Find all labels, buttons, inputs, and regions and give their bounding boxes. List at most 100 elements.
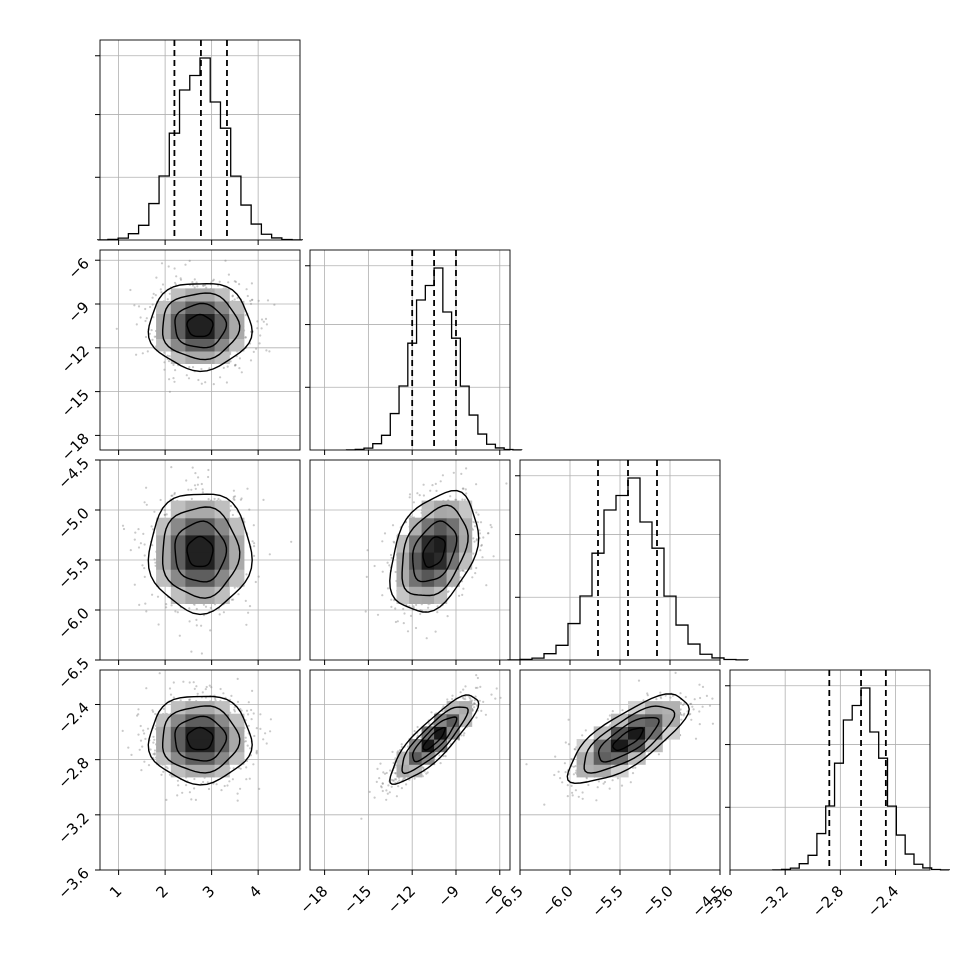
y-tick-label-1-4: −6 (64, 254, 92, 282)
scatter-point (416, 492, 419, 495)
panel-1-1 (305, 249, 523, 455)
x-tick-label-0-2: 3 (199, 882, 218, 901)
scatter-point (680, 718, 683, 721)
scatter-point (153, 752, 156, 755)
scatter-point (219, 376, 222, 379)
scatter-point (145, 503, 148, 506)
scatter-point (244, 599, 247, 603)
scatter-point (460, 472, 463, 475)
scatter-point (391, 750, 394, 754)
scatter-point (229, 504, 232, 508)
scatter-point (133, 538, 136, 541)
scatter-point (232, 495, 235, 498)
scatter-point (227, 273, 230, 276)
scatter-point (201, 488, 204, 491)
scatter-point (419, 612, 422, 616)
scatter-point (212, 383, 215, 386)
scatter-point (383, 772, 387, 775)
scatter-point (482, 700, 485, 704)
scatter-point (660, 697, 663, 700)
scatter-point (698, 723, 701, 726)
scatter-point (259, 713, 262, 716)
density-cell (576, 739, 595, 753)
scatter-point (664, 694, 667, 697)
scatter-point (152, 710, 155, 713)
density-cell (170, 313, 186, 327)
density-cell (156, 338, 172, 352)
scatter-point (188, 698, 192, 701)
density-cell (593, 751, 612, 765)
density-cell (421, 569, 435, 587)
scatter-point (215, 783, 218, 786)
scatter-point (505, 482, 508, 485)
scatter-point (225, 381, 228, 384)
scatter-point (480, 544, 483, 547)
scatter-point (151, 593, 154, 596)
scatter-point (165, 765, 168, 769)
scatter-point (250, 718, 253, 721)
scatter-point (173, 491, 176, 495)
scatter-point (581, 797, 584, 800)
y-tick-label-2-1: −6.0 (54, 604, 92, 642)
density-cell (156, 713, 172, 727)
scatter-point (671, 694, 675, 697)
scatter-point (245, 709, 249, 712)
scatter-point (273, 303, 276, 306)
scatter-point (137, 713, 140, 716)
scatter-point (152, 292, 155, 295)
scatter-point (213, 497, 216, 500)
scatter-point (230, 598, 233, 601)
scatter-point (214, 699, 217, 702)
scatter-point (382, 771, 385, 774)
scatter-point (464, 488, 467, 491)
density-cell (409, 751, 423, 765)
scatter-point (259, 727, 262, 731)
y-tick-label-3-2: −2.8 (54, 754, 92, 792)
scatter-point (145, 486, 148, 489)
contour-2-0-3 (147, 493, 253, 616)
scatter-point (415, 603, 418, 607)
scatter-point (137, 528, 140, 531)
density-cell (434, 726, 448, 740)
scatter-point (485, 584, 488, 587)
scatter-point (188, 259, 191, 262)
scatter-point (175, 275, 178, 278)
scatter-point (167, 360, 171, 363)
scatter-point (386, 561, 389, 564)
scatter-point (683, 702, 686, 705)
scatter-point (490, 693, 493, 696)
scatter-point (158, 672, 161, 675)
scatter-point (484, 713, 487, 716)
scatter-point (188, 366, 191, 369)
scatter-point (435, 489, 438, 492)
scatter-point (168, 773, 171, 776)
density-cell (214, 500, 230, 519)
scatter-point (525, 763, 528, 766)
scatter-point (200, 482, 203, 486)
scatter-point (360, 817, 363, 820)
scatter-point (246, 487, 249, 490)
scatter-point (461, 498, 464, 501)
scatter-point (144, 602, 147, 605)
scatter-point (255, 749, 258, 752)
scatter-point (256, 320, 259, 323)
scatter-point (233, 298, 236, 301)
scatter-point (193, 603, 196, 606)
density-cell (200, 764, 216, 778)
scatter-point (449, 495, 452, 498)
scatter-point (144, 737, 147, 741)
scatter-point (200, 382, 203, 385)
scatter-point (268, 553, 271, 556)
scatter-point (434, 630, 437, 633)
scatter-point (470, 699, 474, 702)
density-cell (185, 313, 201, 327)
scatter-point (257, 299, 260, 302)
scatter-point (236, 296, 239, 300)
density-cell (170, 338, 186, 352)
scatter-point (572, 765, 575, 768)
scatter-point (400, 787, 403, 790)
scatter-point (232, 489, 235, 492)
scatter-point (205, 286, 208, 289)
scatter-point (247, 724, 250, 727)
scatter-point (414, 626, 418, 630)
